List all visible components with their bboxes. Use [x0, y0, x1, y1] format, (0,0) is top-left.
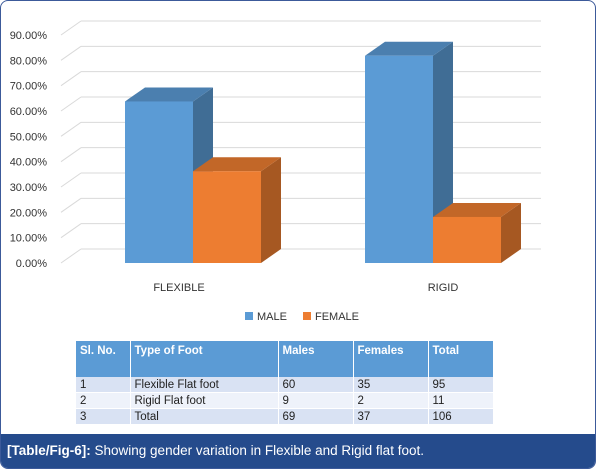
bar-female-rigid — [433, 202, 521, 263]
gridline-depth — [60, 172, 82, 188]
caption-label: [Table/Fig-6]: — [7, 443, 91, 458]
gridline-depth — [60, 248, 82, 264]
y-tick-label: 70.00% — [10, 81, 48, 93]
bar-front — [193, 171, 261, 263]
gridline-depth — [60, 223, 82, 239]
table-row: 2 Rigid Flat foot 9 2 11 — [76, 392, 494, 409]
y-tick-label: 60.00% — [10, 106, 48, 118]
cell-sl-no: 3 — [76, 408, 131, 425]
x-tick-label: FLEXIBLE — [153, 282, 204, 294]
header-sl-no: Sl. No. — [76, 341, 131, 377]
legend-swatch-female — [303, 312, 311, 320]
bar-front — [433, 216, 501, 263]
cell-type-of-foot: Flexible Flat foot — [130, 377, 279, 393]
gridline-depth — [60, 20, 82, 36]
header-total: Total — [428, 341, 494, 377]
y-tick-label: 40.00% — [10, 157, 48, 169]
bar-top — [193, 157, 281, 172]
legend: MALE FEMALE — [245, 311, 359, 323]
data-table: Sl. No. Type of Foot Males Females Total… — [76, 341, 494, 425]
gridline-depth — [60, 45, 82, 61]
gridline-depth — [60, 71, 82, 87]
cell-males: 60 — [278, 377, 354, 393]
bar-top — [125, 87, 213, 102]
gridline-depth — [60, 147, 82, 163]
bar-female-flexible — [193, 157, 281, 263]
header-females: Females — [353, 341, 429, 377]
y-tick-label: 20.00% — [10, 207, 48, 219]
caption-text: Showing gender variation in Flexible and… — [94, 443, 424, 458]
bar-top — [365, 41, 453, 56]
cell-females: 37 — [353, 408, 429, 425]
cell-type-of-foot: Rigid Flat foot — [130, 392, 279, 409]
figure-caption: [Table/Fig-6]: Showing gender variation … — [1, 434, 595, 468]
legend-label-male: MALE — [257, 311, 287, 323]
cell-type-of-foot: Total — [130, 408, 279, 425]
bar-top — [433, 202, 521, 217]
bar-side — [261, 157, 281, 263]
gridline-depth — [60, 121, 82, 137]
cell-females: 2 — [353, 392, 429, 409]
cell-total: 106 — [428, 408, 494, 425]
y-tick-label: 30.00% — [10, 182, 48, 194]
y-tick-label: 90.00% — [10, 30, 48, 42]
cell-sl-no: 2 — [76, 392, 131, 409]
y-tick-label: 50.00% — [10, 131, 48, 143]
bar-side — [501, 202, 521, 263]
cell-males: 69 — [278, 408, 354, 425]
gridline-depth — [60, 197, 82, 213]
legend-label-female: FEMALE — [315, 311, 359, 323]
table-header-row: Sl. No. Type of Foot Males Females Total — [76, 341, 494, 377]
cell-total: 11 — [428, 392, 494, 409]
header-males: Males — [278, 341, 354, 377]
cell-males: 9 — [278, 392, 354, 409]
gridline-depth — [60, 96, 82, 112]
x-tick-label: RIGID — [428, 282, 459, 294]
y-tick-label: 0.00% — [16, 258, 47, 270]
y-tick-label: 10.00% — [10, 233, 48, 245]
header-type-of-foot: Type of Foot — [130, 341, 279, 377]
bar-front — [365, 55, 433, 263]
cell-sl-no: 1 — [76, 377, 131, 393]
legend-swatch-male — [245, 312, 253, 320]
cell-total: 95 — [428, 377, 494, 393]
bar-chart: 0.00% 10.00% 20.00% 30.00% 40.00% 50.00% 60.00… — [10, 20, 541, 323]
cell-females: 35 — [353, 377, 429, 393]
table-row: 1 Flexible Flat foot 60 35 95 — [76, 377, 494, 393]
bar-front — [125, 101, 193, 263]
table-row: 3 Total 69 37 106 — [76, 408, 494, 425]
y-tick-label: 80.00% — [10, 55, 48, 67]
